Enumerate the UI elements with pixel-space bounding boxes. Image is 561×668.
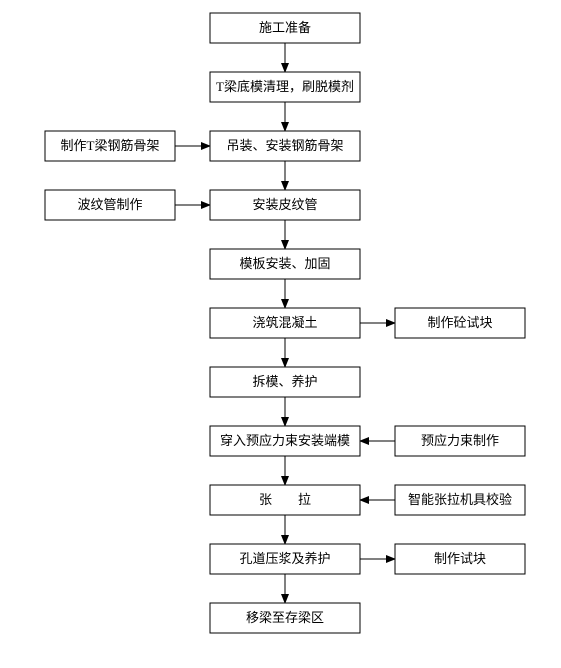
flow-node-label: 穿入预应力束安装端模 bbox=[220, 433, 350, 448]
flow-node: 智能张拉机具校验 bbox=[395, 485, 525, 515]
flow-node: T梁底模清理，刷脱模剂 bbox=[210, 72, 360, 102]
flow-node: 孔道压浆及养护 bbox=[210, 544, 360, 574]
flow-node: 施工准备 bbox=[210, 13, 360, 43]
flow-node: 模板安装、加固 bbox=[210, 249, 360, 279]
flow-node-label: 波纹管制作 bbox=[77, 197, 142, 212]
flowchart: 施工准备 T梁底模清理，刷脱模剂吊装、安装钢筋骨架 制作T梁钢筋骨架安装皮纹管 波纹管… bbox=[0, 0, 561, 668]
flow-node: 制作T梁钢筋骨架 bbox=[45, 131, 175, 161]
flow-node-label: 预应力束制作 bbox=[421, 433, 499, 448]
flow-node-label: 安装皮纹管 bbox=[252, 197, 317, 212]
flow-node-label: 吊装、安装钢筋骨架 bbox=[226, 138, 343, 153]
flow-node-label: 拆模、养护 bbox=[252, 374, 317, 389]
flow-node-label: 移梁至存梁区 bbox=[246, 610, 324, 625]
flow-node: 吊装、安装钢筋骨架 bbox=[210, 131, 360, 161]
flow-node-label: 模板安装、加固 bbox=[239, 256, 330, 271]
flow-node: 浇筑混凝土 bbox=[210, 308, 360, 338]
flow-node: 穿入预应力束安装端模 bbox=[210, 426, 360, 456]
flow-node: 拆模、养护 bbox=[210, 367, 360, 397]
flow-node-label: 张 拉 bbox=[259, 492, 311, 507]
flow-node-label: 制作T梁钢筋骨架 bbox=[61, 138, 160, 153]
flow-node-label: 施工准备 bbox=[259, 20, 311, 35]
flow-node-label: 孔道压浆及养护 bbox=[239, 551, 330, 566]
flow-node-label: 制作砼试块 bbox=[427, 315, 492, 330]
flow-node: 波纹管制作 bbox=[45, 190, 175, 220]
flow-node-label: T梁底模清理，刷脱模剂 bbox=[216, 79, 354, 94]
flow-node-label: 智能张拉机具校验 bbox=[408, 492, 512, 507]
flow-node: 制作试块 bbox=[395, 544, 525, 574]
flow-node-label: 浇筑混凝土 bbox=[252, 315, 317, 330]
flow-node: 预应力束制作 bbox=[395, 426, 525, 456]
flow-node: 制作砼试块 bbox=[395, 308, 525, 338]
flow-node: 安装皮纹管 bbox=[210, 190, 360, 220]
flow-node: 张 拉 bbox=[210, 485, 360, 515]
flow-node-label: 制作试块 bbox=[434, 551, 486, 566]
flow-node: 移梁至存梁区 bbox=[210, 603, 360, 633]
